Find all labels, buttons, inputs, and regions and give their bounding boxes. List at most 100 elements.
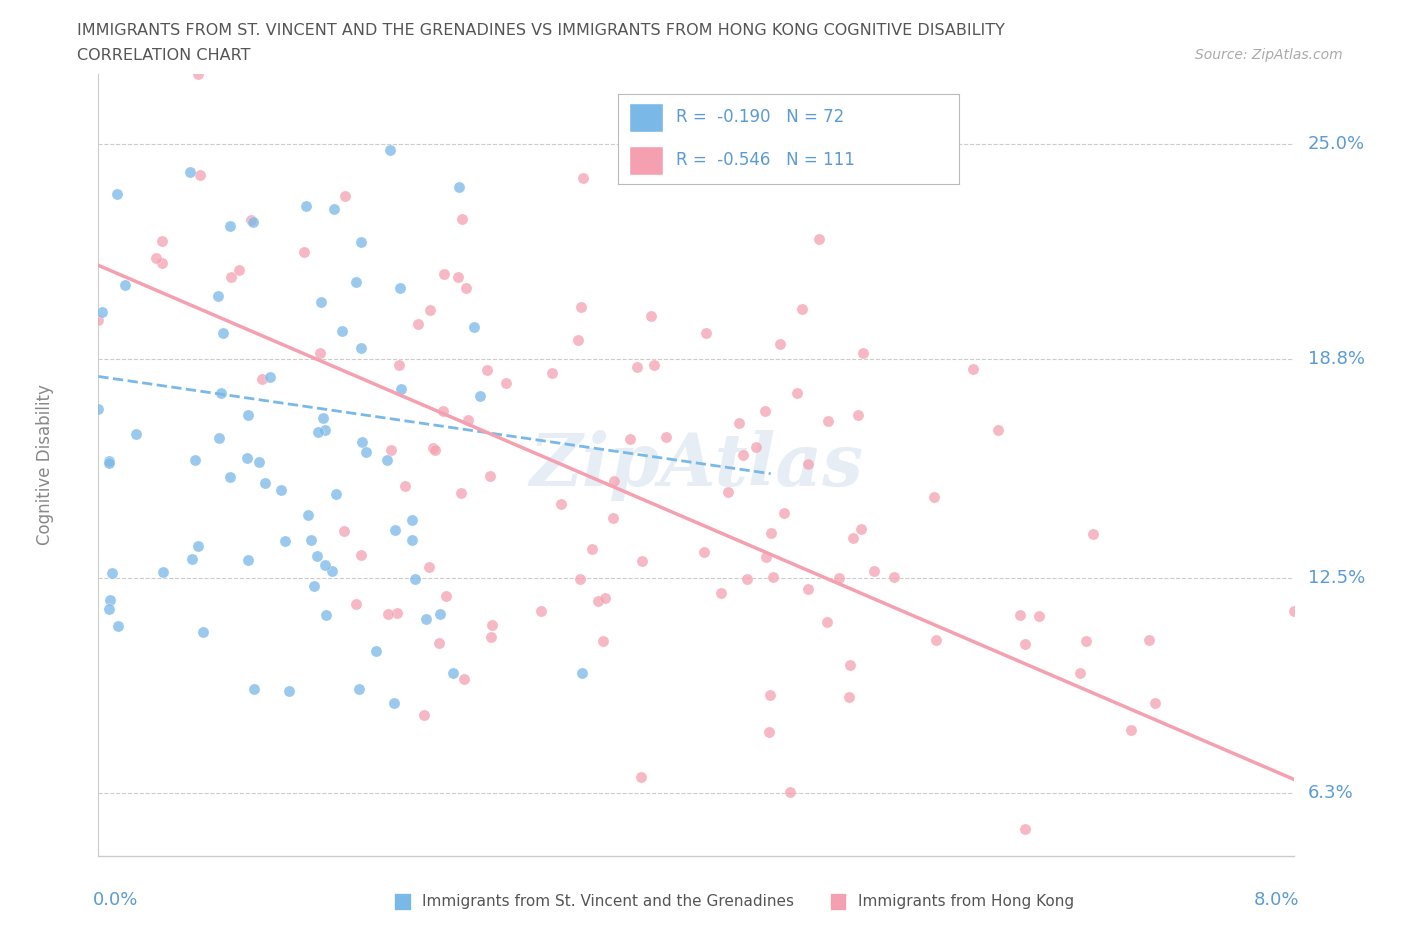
Point <box>322 202 344 217</box>
Point <box>735 572 758 587</box>
Point <box>349 682 371 697</box>
Point <box>550 497 572 512</box>
Point <box>495 375 517 390</box>
Point <box>640 308 662 323</box>
Point <box>790 302 813 317</box>
Point <box>571 666 593 681</box>
Point <box>419 302 441 317</box>
Point <box>150 256 173 271</box>
Point <box>259 370 281 385</box>
Point <box>107 618 129 633</box>
Point <box>236 451 259 466</box>
Point <box>433 267 456 282</box>
Text: 6.3%: 6.3% <box>1308 784 1354 802</box>
Point <box>1119 723 1142 737</box>
Point <box>207 431 229 445</box>
Point <box>838 658 860 673</box>
Point <box>243 682 266 697</box>
Point <box>807 232 830 246</box>
Point <box>772 506 794 521</box>
Text: 8.0%: 8.0% <box>1254 891 1299 909</box>
Point <box>302 578 325 593</box>
Point <box>314 422 336 437</box>
Point <box>432 403 454 418</box>
Point <box>630 554 652 569</box>
Point <box>446 270 468 285</box>
Point <box>377 606 399 621</box>
Point <box>1282 604 1305 618</box>
Point <box>314 558 336 573</box>
Point <box>797 581 820 596</box>
Point <box>1014 637 1036 652</box>
Point <box>207 288 229 303</box>
Point <box>922 490 945 505</box>
Point <box>758 724 780 739</box>
Point <box>925 632 948 647</box>
Point <box>571 170 593 185</box>
Point <box>429 607 451 622</box>
Point <box>382 696 405 711</box>
Point <box>188 167 211 182</box>
Point <box>619 432 641 446</box>
Point <box>388 357 411 372</box>
Point <box>187 538 209 553</box>
Point <box>422 440 444 455</box>
Point <box>846 407 869 422</box>
Point <box>603 474 626 489</box>
Point <box>463 320 485 335</box>
Point <box>754 404 776 418</box>
Point <box>434 588 457 603</box>
Point <box>569 572 592 587</box>
Point <box>457 413 479 428</box>
Point <box>987 422 1010 437</box>
Text: Cognitive Disability: Cognitive Disability <box>35 385 53 545</box>
Point <box>321 564 343 578</box>
Point <box>105 187 128 202</box>
Point <box>184 452 207 467</box>
Point <box>1137 632 1160 647</box>
Point <box>761 526 783 541</box>
Point <box>307 425 329 440</box>
Point <box>962 362 984 377</box>
Point <box>299 533 322 548</box>
Point <box>592 633 614 648</box>
Point <box>838 689 860 704</box>
Point <box>389 382 412 397</box>
Point <box>238 408 260 423</box>
Point <box>1028 609 1050 624</box>
Point <box>98 454 121 469</box>
Point <box>344 274 367 289</box>
Point <box>797 457 820 472</box>
Point <box>114 277 136 292</box>
Point <box>755 550 778 565</box>
Point <box>418 560 440 575</box>
Point <box>385 605 408 620</box>
Point <box>454 281 477 296</box>
Point <box>481 618 503 632</box>
Point <box>270 483 292 498</box>
Point <box>693 545 716 560</box>
Text: IMMIGRANTS FROM ST. VINCENT AND THE GRENADINES VS IMMIGRANTS FROM HONG KONG COGN: IMMIGRANTS FROM ST. VINCENT AND THE GREN… <box>77 23 1005 38</box>
Point <box>654 429 676 444</box>
Point <box>91 305 114 320</box>
Point <box>380 143 402 158</box>
Point <box>479 630 502 644</box>
Point <box>98 601 121 616</box>
Point <box>710 585 733 600</box>
Point <box>1008 607 1031 622</box>
Point <box>626 359 648 374</box>
Point <box>297 508 319 523</box>
Point <box>274 534 297 549</box>
Text: Immigrants from Hong Kong: Immigrants from Hong Kong <box>858 894 1074 909</box>
Point <box>311 295 333 310</box>
Point <box>150 233 173 248</box>
Point <box>413 708 436 723</box>
Point <box>783 859 806 874</box>
Point <box>453 671 475 686</box>
Point <box>211 326 233 340</box>
Point <box>394 479 416 494</box>
Point <box>307 549 329 564</box>
Text: ZipAtlas: ZipAtlas <box>529 430 863 500</box>
Point <box>145 251 167 266</box>
Point <box>449 179 471 194</box>
